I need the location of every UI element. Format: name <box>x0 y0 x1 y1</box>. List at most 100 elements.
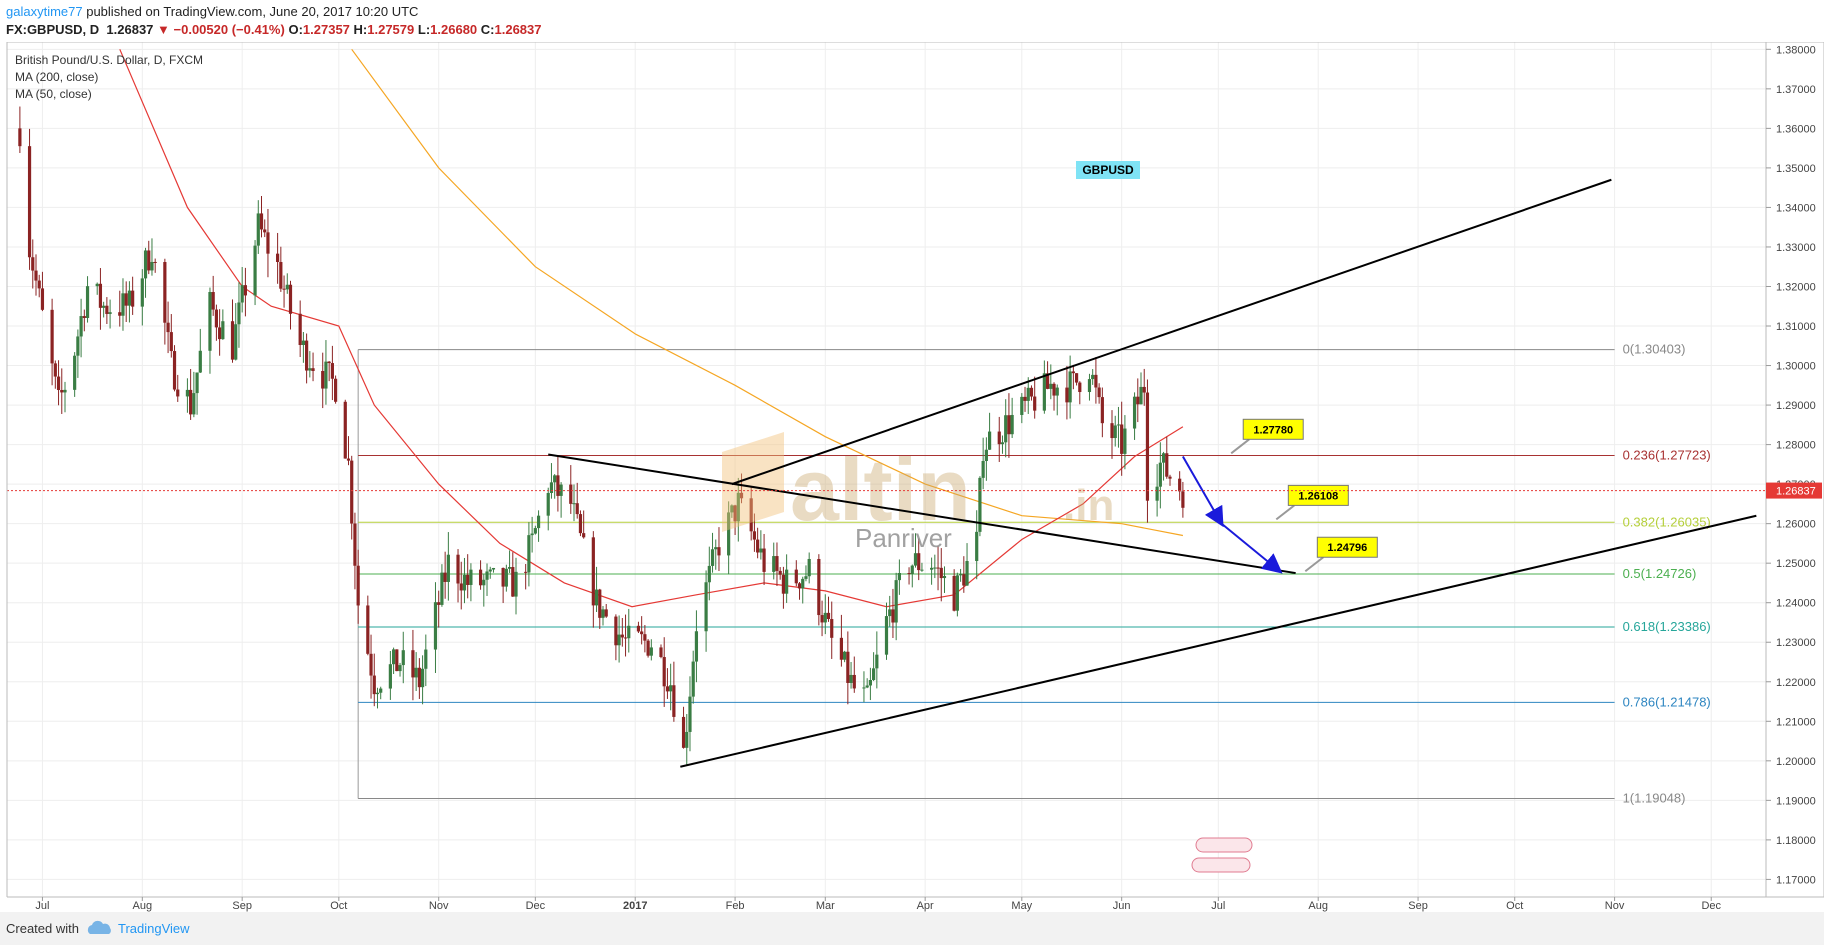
candle-body <box>56 376 61 391</box>
x-tick-label: Jun <box>1113 900 1131 912</box>
fibonacci-retracement[interactable]: 0(1.30403) 0.236(1.27723) 0.382(1.26035) 0.… <box>357 342 1711 806</box>
author-link[interactable]: galaxytime77 <box>6 4 83 19</box>
ohlc-line: FX:GBPUSD, D 1.26837 ▼ −0.00520 (−0.41%)… <box>6 22 542 37</box>
candle-body <box>259 213 264 230</box>
candle-body <box>343 401 347 459</box>
fib-level-label: 0.786(1.21478) <box>1623 694 1711 709</box>
candle-body <box>53 363 57 377</box>
candle-body <box>549 482 554 493</box>
event-icon-group-1[interactable] <box>1195 837 1253 853</box>
candle-body <box>817 558 821 616</box>
candlesticks <box>18 106 1185 766</box>
candle-body <box>37 280 41 289</box>
y-tick-label: 1.24000 <box>1776 598 1816 610</box>
candle-body <box>623 637 628 639</box>
last-price-tag[interactable] <box>1766 482 1822 499</box>
candle-body <box>1004 415 1008 443</box>
candle-body <box>491 567 496 570</box>
candle-body <box>1087 379 1092 393</box>
candle-body <box>685 731 689 748</box>
candle-body <box>981 461 985 478</box>
candle-body <box>414 667 418 678</box>
candle-body <box>391 649 396 665</box>
candle-body <box>1139 386 1143 405</box>
x-tick-label: Sep <box>232 900 252 912</box>
y-tick-label: 1.30000 <box>1776 361 1816 373</box>
y-tick-label: 1.28000 <box>1776 440 1816 452</box>
trendline-falling-line[interactable] <box>548 453 1296 575</box>
price-chart[interactable]: 0(1.30403) 0.236(1.27723) 0.382(1.26035) 0.… <box>0 42 1824 912</box>
candle-body <box>730 505 734 513</box>
candle-body <box>366 605 370 654</box>
x-tick-label: Apr <box>917 900 934 912</box>
candle-body <box>95 283 99 287</box>
candle-body <box>311 368 315 371</box>
legend-ma50: MA (50, close) <box>15 87 92 101</box>
indicator-legend: British Pound/U.S. Dollar, D, FXCM MA (2… <box>15 53 203 101</box>
candle-body <box>198 350 202 373</box>
candle-body <box>1161 453 1166 463</box>
candle-body <box>131 290 135 307</box>
symbol-tag[interactable] <box>1076 161 1140 179</box>
price-axis[interactable] <box>1765 42 1824 898</box>
candle-body <box>781 574 786 594</box>
candle-body <box>482 579 486 586</box>
trendline-upper-channel[interactable] <box>731 178 1612 486</box>
price-callout-label: 1.27780 <box>1253 424 1293 436</box>
candle-body <box>446 554 450 582</box>
candle-body <box>894 580 898 623</box>
legend-symbol: British Pound/U.S. Dollar, D, FXCM <box>15 53 203 67</box>
candle-body <box>321 370 325 389</box>
candle-body <box>230 321 235 360</box>
x-tick-label: Mar <box>816 900 835 912</box>
candle-body <box>553 475 557 483</box>
candle-body <box>688 696 692 732</box>
trendline-lower-channel[interactable] <box>680 514 1757 768</box>
x-tick-label: Jul <box>1211 900 1225 912</box>
candle-body <box>556 475 560 496</box>
candle-body <box>797 583 802 589</box>
trendlines[interactable] <box>548 178 1757 768</box>
annotations[interactable]: 1.27780 1.26108 1.24796 GBPUSD <box>7 161 1766 574</box>
low-value: 1.26680 <box>430 22 478 37</box>
y-tick-label: 1.34000 <box>1776 202 1816 214</box>
candle-body <box>913 553 918 566</box>
footer-brand[interactable]: TradingView <box>118 921 190 936</box>
price-callout[interactable] <box>1242 418 1304 440</box>
candle-body <box>369 653 373 676</box>
ma50-layer <box>119 49 1184 608</box>
candle-body <box>459 583 463 591</box>
price-callout[interactable] <box>1316 536 1378 558</box>
candle-body <box>672 685 676 717</box>
candle-body <box>1074 373 1079 383</box>
candle-body <box>469 569 473 585</box>
projection-arrow[interactable] <box>1220 522 1283 574</box>
fib-level-label: 0.5(1.24726) <box>1623 566 1697 581</box>
grid <box>7 42 1766 897</box>
candle-body <box>85 286 90 318</box>
candle-body <box>420 668 425 688</box>
event-icon-group-2[interactable] <box>1191 857 1251 873</box>
event-icons[interactable] <box>1191 837 1253 873</box>
candle-body <box>466 574 470 585</box>
candle-body <box>884 616 889 655</box>
candle-body <box>917 553 921 571</box>
candle-body <box>237 302 241 325</box>
candle-body <box>739 492 744 499</box>
candle-body <box>350 460 354 524</box>
candle-body <box>76 336 80 356</box>
price-callout-label: 1.26108 <box>1298 490 1338 502</box>
candle-body <box>1052 383 1056 396</box>
candle-body <box>324 361 328 389</box>
candle-body <box>221 321 225 340</box>
symbol-name: FX:GBPUSD, D <box>6 22 100 37</box>
time-axis[interactable] <box>0 897 1766 912</box>
candle-body <box>888 609 892 617</box>
y-tick-label: 1.29000 <box>1776 400 1816 412</box>
candle-body <box>172 351 177 390</box>
projection-arrow[interactable] <box>1182 455 1224 528</box>
x-tick-label: Jul <box>35 900 49 912</box>
candle-body <box>598 589 602 618</box>
y-tick-label: 1.20000 <box>1776 756 1816 768</box>
candle-body <box>1033 396 1037 411</box>
